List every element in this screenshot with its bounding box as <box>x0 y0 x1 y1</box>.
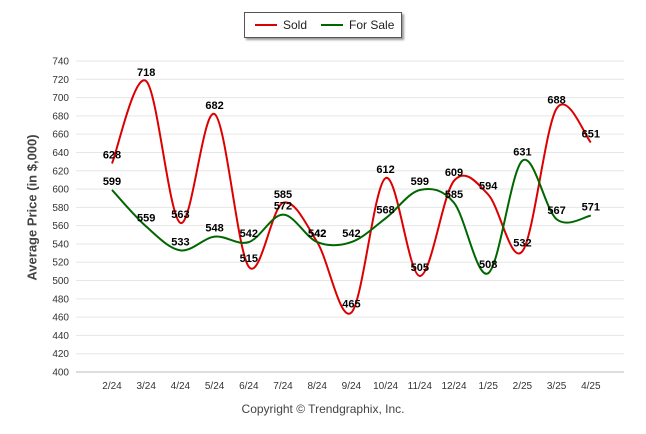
data-label: 718 <box>137 67 155 79</box>
y-tick-label: 420 <box>52 349 69 360</box>
data-label: 542 <box>308 228 326 240</box>
data-label: 533 <box>171 236 189 248</box>
data-label: 508 <box>479 259 497 271</box>
data-label: 567 <box>547 205 565 217</box>
data-label: 651 <box>582 128 600 140</box>
y-tick-label: 580 <box>52 203 69 214</box>
x-tick-label: 10/24 <box>373 381 398 392</box>
y-tick-label: 660 <box>52 130 69 141</box>
data-label: 682 <box>205 100 223 112</box>
data-label: 609 <box>445 167 463 179</box>
y-tick-label: 600 <box>52 185 69 196</box>
data-label: 599 <box>411 176 429 188</box>
data-label: 542 <box>342 228 360 240</box>
x-tick-label: 2/25 <box>513 381 533 392</box>
y-tick-label: 640 <box>52 148 69 159</box>
x-tick-label: 3/25 <box>547 381 567 392</box>
x-tick-label: 2/24 <box>102 381 122 392</box>
data-label: 568 <box>376 204 394 216</box>
data-label: 585 <box>445 189 463 201</box>
series-line-sold <box>111 79 592 315</box>
y-tick-label: 700 <box>52 93 69 104</box>
data-label: 542 <box>308 228 326 240</box>
data-label: 505 <box>411 262 429 274</box>
data-label: 585 <box>274 189 292 201</box>
x-tick-label: 4/25 <box>581 381 601 392</box>
data-label: 571 <box>582 202 600 214</box>
legend-swatch-sold <box>255 24 277 26</box>
y-tick-label: 740 <box>52 57 69 68</box>
legend-item-for-sale[interactable]: For Sale <box>321 18 394 32</box>
x-tick-label: 3/24 <box>136 381 156 392</box>
data-label: 688 <box>547 95 565 107</box>
y-tick-label: 400 <box>52 368 69 379</box>
y-tick-label: 520 <box>52 258 69 269</box>
y-tick-label: 440 <box>52 331 69 342</box>
y-axis-label: Average Price (in $,000) <box>24 134 40 281</box>
series-lines <box>111 79 592 315</box>
y-tick-labels: 400 420 440 460 480 500 520 540 560 580 600 620 640 6… <box>52 57 69 379</box>
legend-label-sold: Sold <box>283 18 308 32</box>
x-tick-label: 6/24 <box>239 381 259 392</box>
copyright-text: Copyright © Trendgraphix, Inc. <box>241 402 405 416</box>
data-label: 563 <box>171 209 189 221</box>
x-tick-label: 7/24 <box>273 381 293 392</box>
y-tick-label: 680 <box>52 111 69 122</box>
x-tick-labels: 2/24 3/24 4/24 5/24 6/24 7/24 8/24 9/24 10/24 11/… <box>102 381 601 392</box>
data-label: 628 <box>103 149 121 161</box>
data-label: 594 <box>479 181 498 193</box>
chart-legend: Sold For Sale <box>244 12 402 38</box>
x-tick-label: 1/25 <box>478 381 498 392</box>
data-label: 599 <box>103 176 121 188</box>
series-line-for-sale <box>111 158 592 275</box>
data-label: 515 <box>240 253 258 265</box>
x-tick-label: 4/24 <box>171 381 191 392</box>
data-labels: 628 718 563 682 515 585 542 465 612 505 609 594 532 6… <box>103 67 600 310</box>
legend-swatch-for-sale <box>321 24 344 26</box>
x-tick-label: 11/24 <box>408 381 433 392</box>
data-label: 559 <box>137 213 155 225</box>
legend-label-for-sale: For Sale <box>349 18 395 32</box>
y-tick-label: 720 <box>52 75 69 86</box>
x-tick-label: 12/24 <box>441 381 466 392</box>
y-tick-label: 480 <box>52 294 69 305</box>
data-label: 532 <box>513 237 531 249</box>
data-label: 572 <box>274 201 292 213</box>
x-tick-label: 5/24 <box>205 381 225 392</box>
data-label: 548 <box>205 223 223 235</box>
x-tick-label: 9/24 <box>342 381 362 392</box>
y-tick-label: 460 <box>52 313 69 324</box>
y-tick-label: 560 <box>52 221 69 232</box>
legend-item-sold[interactable]: Sold <box>255 18 307 32</box>
y-tick-label: 540 <box>52 239 69 250</box>
data-label: 465 <box>342 299 360 311</box>
data-label: 631 <box>513 147 531 159</box>
grid-lines <box>76 60 624 373</box>
data-label: 542 <box>240 228 258 240</box>
data-label: 612 <box>376 164 394 176</box>
x-tick-label: 8/24 <box>307 381 327 392</box>
y-tick-label: 500 <box>52 276 69 287</box>
y-tick-label: 620 <box>52 166 69 177</box>
